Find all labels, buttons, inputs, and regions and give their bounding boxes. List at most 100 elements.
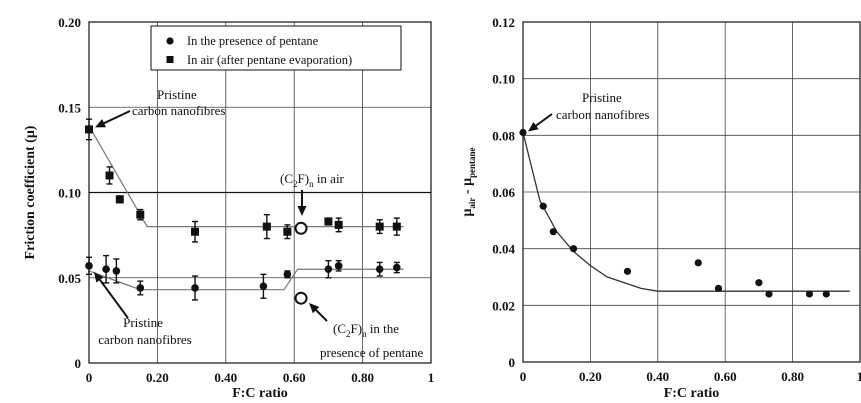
legend-marker-circle: [166, 37, 174, 45]
data-point-square: [375, 222, 384, 231]
data-point-circle: [822, 290, 830, 298]
data-point-circle: [334, 262, 343, 270]
left-open-markers: [294, 221, 308, 305]
arrow-head: [94, 271, 104, 283]
data-point-circle: [85, 262, 93, 270]
x-tick-label: 0.80: [781, 369, 804, 384]
annotation-pristine-bottom: Pristine carbon nanofibres: [94, 271, 192, 347]
right-chart: 0 0.20 0.40 0.60 0.80 1 0 0.02 0.04 0.06 0.08 0.10 0…: [460, 15, 861, 401]
trend-line: [88, 125, 404, 228]
arrow-head: [95, 119, 106, 128]
data-point-circle: [191, 284, 199, 292]
right-fit-curve: [522, 132, 850, 292]
x-tick-label: 0: [86, 370, 93, 385]
data-point-square: [324, 217, 333, 226]
y-tick-label: 0.06: [492, 185, 515, 200]
data-point-circle: [519, 128, 527, 137]
annotation-text: presence of pentane: [320, 345, 423, 360]
right-plot-frame: [522, 21, 861, 363]
arrow-head: [309, 303, 320, 314]
data-point-circle: [324, 265, 333, 274]
y-tick-label: 0: [75, 356, 82, 371]
data-point-circle: [283, 270, 292, 279]
data-point-circle: [375, 265, 384, 274]
y-tick-label: 0.08: [492, 128, 515, 143]
data-point-circle: [569, 245, 578, 253]
y-tick-label: 0.15: [58, 100, 81, 115]
annotation-pristine-top: Pristine carbon nanofibres: [95, 87, 226, 128]
left-chart: 0 0.20 0.40 0.60 0.80 1 0 0.05 0.10 0.15 0.20 F:C …: [23, 15, 434, 401]
x-tick-label: 0.40: [214, 370, 237, 385]
annotation-text: Pristine: [123, 315, 163, 330]
open-marker: [294, 291, 308, 305]
x-tick-label: 1: [428, 370, 435, 385]
y-tick-label: 0: [509, 355, 516, 370]
annotation-text: carbon nanofibres: [98, 332, 192, 347]
x-tick-label: 0.20: [579, 369, 602, 384]
annotation-arrow: [313, 307, 328, 322]
legend-box: [150, 25, 402, 71]
annotation-text: carbon nanofibres: [132, 103, 226, 118]
left-data-points: [85, 118, 401, 301]
y-tick-label: 0.04: [492, 242, 515, 257]
annotation-arrow: [533, 113, 553, 129]
data-point-circle: [755, 279, 763, 287]
annotation-c2f-air: (C2F)n in air: [280, 171, 345, 216]
left-plot-frame: [88, 21, 432, 364]
y-tick-label: 0.20: [58, 15, 81, 30]
left-tick-labels: 0 0.20 0.40 0.60 0.80 1 0 0.05 0.10 0.15 0.20: [58, 15, 434, 385]
right-y-axis-label: μair - μpentane: [460, 147, 477, 216]
x-tick-label: 0.60: [714, 369, 737, 384]
data-point-circle: [102, 265, 110, 274]
data-point-circle: [765, 290, 773, 298]
open-marker: [294, 221, 308, 235]
data-point-square: [136, 210, 145, 219]
annotation-text: Pristine: [582, 90, 622, 105]
annotation-text: carbon nanofibres: [556, 107, 650, 122]
data-point-circle: [714, 284, 723, 292]
annotation-c2f-pentane: (C2F)n in the presence of pentane: [309, 303, 423, 360]
arrow-head: [297, 206, 307, 216]
x-tick-label: 0: [520, 369, 527, 384]
left-y-axis-label: Friction coefficient (μ): [23, 125, 38, 259]
data-point-square: [105, 171, 114, 180]
right-data-points: [519, 128, 830, 298]
left-grid: [89, 22, 431, 363]
annotation-text: (C2F)n in air: [280, 171, 345, 189]
data-point-circle: [623, 267, 632, 275]
data-point-square: [334, 220, 343, 229]
data-point-square: [115, 195, 124, 204]
annotation-pristine-right: Pristine carbon nanofibres: [528, 90, 650, 132]
legend-marker-square: [166, 56, 174, 63]
x-tick-label: 0.40: [646, 369, 669, 384]
data-point-square: [392, 222, 401, 231]
legend-entry-pentane: In the presence of pentane: [187, 34, 319, 48]
trend-line: [88, 268, 404, 291]
left-x-axis-label: F:C ratio: [232, 386, 288, 401]
data-point-circle: [393, 263, 401, 272]
left-legend: In the presence of pentane In air (after…: [150, 25, 402, 71]
right-tick-labels: 0 0.20 0.40 0.60 0.80 1 0 0.02 0.04 0.06 0.08 0.10 0…: [492, 15, 861, 384]
data-point-square: [283, 227, 292, 236]
data-point-square: [262, 222, 271, 231]
right-grid: [523, 22, 860, 362]
data-point-circle: [805, 290, 814, 298]
legend-entry-air: In air (after pentane evaporation): [187, 53, 352, 67]
y-tick-label: 0.05: [58, 271, 81, 286]
x-tick-label: 0.20: [146, 370, 169, 385]
data-point-circle: [549, 228, 557, 236]
right-x-axis-label: F:C ratio: [664, 386, 720, 401]
arrow-head: [528, 121, 539, 132]
annotation-arrow: [100, 110, 131, 126]
data-point-square: [85, 125, 93, 134]
data-point-circle: [259, 282, 268, 291]
left-trend-lines: [88, 125, 404, 291]
y-tick-label: 0.02: [492, 298, 515, 313]
x-tick-label: 1: [857, 369, 861, 384]
annotation-text: (C2F)n in the: [333, 321, 399, 339]
x-tick-label: 0.60: [283, 370, 306, 385]
annotation-text: Pristine: [157, 87, 197, 102]
y-tick-label: 0.10: [58, 186, 81, 201]
y-tick-label: 0.10: [492, 72, 515, 87]
